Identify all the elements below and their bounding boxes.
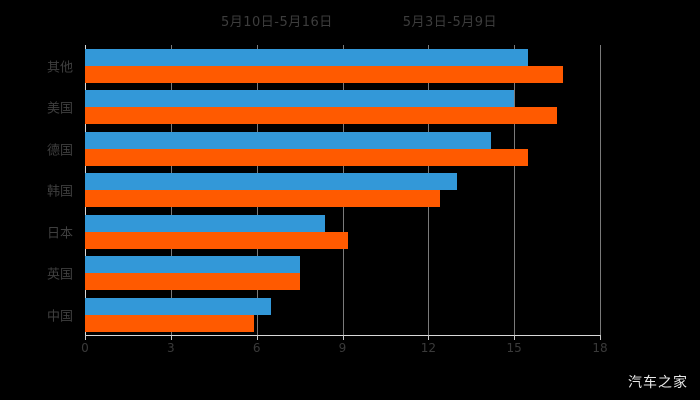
bar-美国-series-0[interactable] <box>85 90 515 108</box>
x-tick-0 <box>85 335 86 340</box>
x-tick-9 <box>342 335 344 340</box>
legend-item-series-1[interactable]: 5月3日-5月9日 <box>385 11 497 30</box>
bar-德国-series-1[interactable] <box>85 148 529 166</box>
chart-legend: 5月10日-5月16日 5月3日-5月9日 <box>0 8 700 32</box>
bar-英国-series-0[interactable] <box>85 256 300 274</box>
bar-英国-series-1[interactable] <box>85 273 300 291</box>
bar-德国-series-0[interactable] <box>85 131 492 149</box>
bar-韩国-series-1[interactable] <box>85 190 440 208</box>
y-axis-labels: 其他美国德国韩国日本英国中国 <box>0 45 85 335</box>
x-tick-15 <box>514 335 516 340</box>
plot-area: 0 3 6 9 12 15 18 <box>81 45 608 355</box>
y-axis-label-其他: 其他 <box>46 60 73 76</box>
gridline-x-15 <box>514 45 516 335</box>
x-tick-label-15: 15 <box>506 341 522 355</box>
bar-其他-series-0[interactable] <box>85 49 529 66</box>
x-tick-12 <box>428 335 430 340</box>
legend-item-series-0[interactable]: 5月10日-5月16日 <box>203 11 333 30</box>
bar-日本-series-0[interactable] <box>85 214 326 232</box>
bar-其他-series-1[interactable] <box>85 66 563 83</box>
legend-marker-square-orange <box>385 15 396 26</box>
x-tick-label-6: 6 <box>252 341 261 355</box>
gridline-x-18 <box>600 45 601 335</box>
y-axis-label-韩国: 韩国 <box>46 184 73 200</box>
legend-label-series-0: 5月10日-5月16日 <box>220 14 333 30</box>
y-axis-label-日本: 日本 <box>46 226 73 242</box>
bar-日本-series-1[interactable] <box>85 231 349 249</box>
x-tick-label-18: 18 <box>592 341 608 355</box>
y-axis-label-英国: 英国 <box>46 267 73 283</box>
y-axis-label-美国: 美国 <box>46 101 73 117</box>
x-tick-3 <box>170 335 172 340</box>
x-tick-label-12: 12 <box>420 341 436 355</box>
x-tick-18 <box>600 335 601 340</box>
x-tick-label-0: 0 <box>81 341 89 355</box>
x-tick-label-3: 3 <box>167 341 175 355</box>
bar-韩国-series-0[interactable] <box>85 173 457 191</box>
legend-marker-circle-blue <box>203 15 214 26</box>
y-axis-label-中国: 中国 <box>46 309 73 325</box>
x-tick-6 <box>256 335 258 340</box>
bar-美国-series-1[interactable] <box>85 107 558 125</box>
watermark: 汽车之家 <box>628 375 688 391</box>
x-tick-label-9: 9 <box>338 341 347 355</box>
y-axis-label-德国: 德国 <box>46 143 73 159</box>
bar-中国-series-1[interactable] <box>85 314 254 332</box>
legend-label-series-1: 5月3日-5月9日 <box>402 14 498 30</box>
bar-中国-series-0[interactable] <box>85 297 271 315</box>
